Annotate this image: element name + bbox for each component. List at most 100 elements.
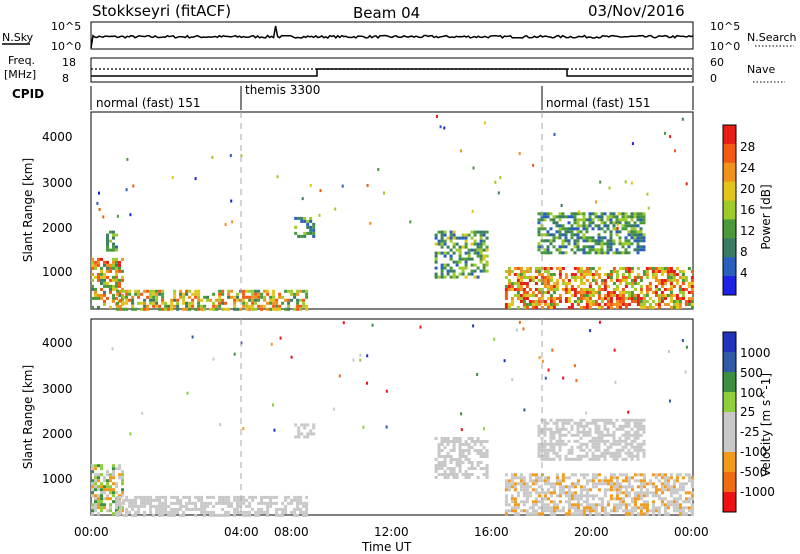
heatmap-cell: [609, 273, 613, 276]
heatmap-cell: [263, 289, 267, 293]
heatmap-cell: [125, 289, 129, 293]
heatmap-cell: [615, 485, 619, 489]
heatmap-cell: [621, 485, 625, 489]
heatmap-cell: [479, 236, 483, 240]
heatmap-cell: [479, 440, 483, 443]
heatmap-cell: [152, 289, 156, 293]
heatmap-cell: [552, 273, 556, 276]
heatmap-cell: [497, 191, 500, 195]
heatmap-cell: [467, 452, 471, 455]
heatmap-cell: [306, 231, 310, 235]
heatmap-cell: [112, 275, 115, 279]
heatmap-cell: [240, 154, 243, 158]
heatmap-cell: [615, 218, 619, 222]
heatmap-cell: [666, 488, 670, 492]
heatmap-cell: [176, 307, 180, 311]
heatmap-cell: [549, 427, 553, 431]
heatmap-cell: [197, 289, 201, 293]
heatmap-cell: [522, 294, 526, 297]
heatmap-cell: [100, 503, 103, 507]
heatmap-cell: [188, 501, 192, 505]
heatmap-cell: [603, 457, 607, 461]
heatmap-cell: [690, 512, 694, 516]
velocity-heatmap: [91, 320, 694, 517]
heatmap-cell: [121, 470, 124, 474]
heatmap-cell: [111, 347, 114, 351]
heatmap-cell: [660, 273, 664, 276]
heatmap-cell: [236, 504, 240, 508]
heatmap-cell: [470, 437, 474, 440]
heatmap-cell: [600, 239, 604, 243]
heatmap-cell: [229, 154, 232, 157]
heatmap-cell: [681, 488, 685, 492]
heatmap-cell: [642, 451, 646, 455]
heatmap-cell: [272, 301, 276, 305]
heatmap-cell: [275, 507, 279, 511]
heatmap-cell: [507, 488, 511, 492]
heatmap-cell: [482, 446, 486, 449]
heatmap-cell: [482, 455, 486, 458]
heatmap-cell: [263, 495, 267, 499]
colorbar-swatch: [723, 392, 736, 413]
heatmap-cell: [576, 285, 580, 288]
heatmap-cell: [458, 449, 462, 452]
heatmap-cell: [173, 507, 177, 511]
heatmap-cell: [570, 294, 574, 297]
heatmap-cell: [522, 491, 526, 495]
heatmap-cell: [537, 448, 541, 452]
heatmap-cell: [97, 479, 100, 483]
heatmap-cell: [591, 445, 595, 449]
heatmap-cell: [504, 488, 508, 492]
heatmap-cell: [115, 287, 118, 291]
heatmap-cell: [519, 500, 523, 504]
colorbar-swatch: [723, 412, 736, 433]
heatmap-cell: [660, 473, 664, 477]
heatmap-cell: [482, 269, 486, 273]
heatmap-cell: [203, 501, 207, 505]
heatmap-cell: [591, 227, 595, 231]
heatmap-cell: [585, 227, 589, 231]
heatmap-cell: [561, 245, 565, 249]
heatmap-cell: [522, 509, 526, 513]
heatmap-cell: [188, 498, 192, 502]
heatmap-cell: [170, 301, 174, 305]
heatmap-cell: [164, 507, 168, 511]
heatmap-cell: [260, 498, 264, 502]
heatmap-cell: [609, 242, 613, 246]
heatmap-cell: [594, 424, 598, 428]
heatmap-cell: [470, 242, 474, 246]
heatmap-cell: [639, 285, 643, 288]
heatmap-cell: [164, 307, 168, 311]
heatmap-cell: [636, 433, 640, 437]
heatmap-cell: [230, 289, 234, 293]
heatmap-cell: [155, 495, 159, 499]
heatmap-cell: [118, 266, 121, 270]
heatmap-cell: [507, 485, 511, 489]
colorbar-swatch: [723, 332, 736, 353]
heatmap-cell: [106, 488, 109, 492]
heatmap-cell: [636, 424, 640, 428]
heatmap-cell: [600, 248, 604, 252]
heatmap-cell: [576, 503, 580, 507]
heatmap-cell: [510, 300, 514, 303]
heatmap-cell: [606, 273, 610, 276]
heatmap-cell: [543, 491, 547, 495]
heatmap-cell: [657, 279, 661, 282]
heatmap-cell: [464, 473, 468, 476]
heatmap-cell: [366, 381, 368, 385]
heatmap-cell: [266, 289, 270, 293]
heatmap-cell: [528, 491, 532, 495]
heatmap-cell: [618, 497, 622, 501]
heatmap-cell: [552, 288, 556, 291]
heatmap-cell: [540, 457, 544, 461]
heatmap-cell: [116, 513, 120, 517]
heatmap-cell: [666, 267, 670, 270]
heatmap-cell: [573, 251, 577, 255]
heatmap-cell: [366, 354, 369, 358]
heatmap-cell: [678, 509, 682, 513]
heatmap-cell: [684, 276, 688, 279]
heatmap-cell: [609, 276, 613, 279]
heatmap-cell: [612, 267, 616, 270]
heatmap-cell: [633, 500, 637, 504]
heatmap-cell: [579, 279, 583, 282]
